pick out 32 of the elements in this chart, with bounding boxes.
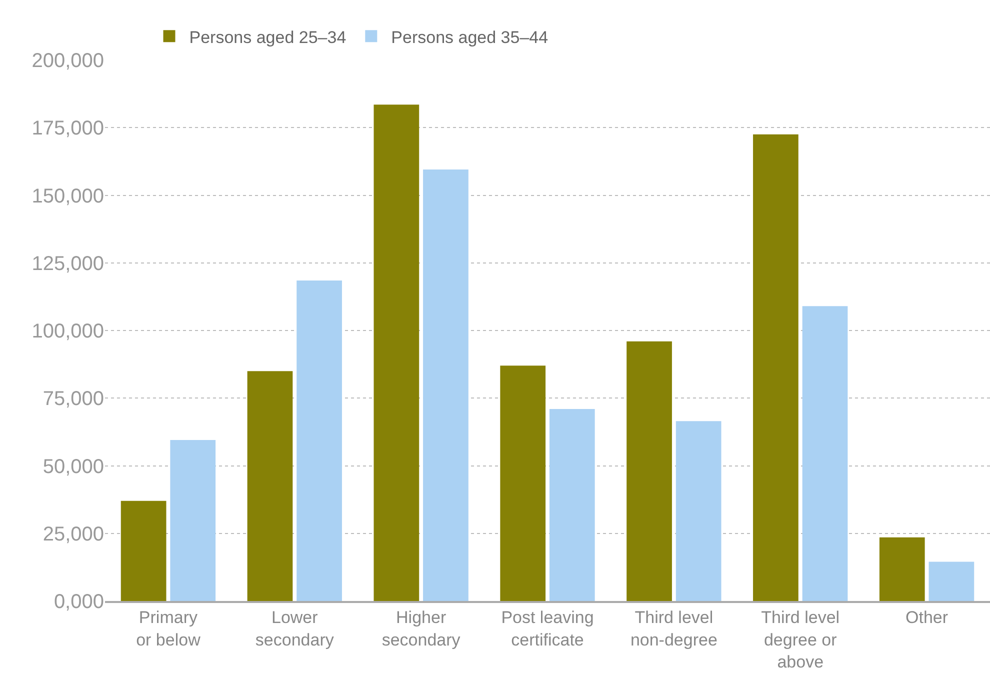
legend-label: Persons aged 35–44 <box>391 28 548 47</box>
bar <box>120 500 166 601</box>
bar <box>928 562 974 601</box>
y-tick-label: 0,000 <box>54 591 104 613</box>
y-tick-label: 75,000 <box>42 388 104 410</box>
bar <box>676 421 722 601</box>
bar <box>374 104 420 601</box>
y-tick-label: 100,000 <box>32 320 104 342</box>
bar <box>500 366 546 601</box>
bar <box>247 371 293 601</box>
x-tick-label: Other <box>906 608 948 628</box>
y-tick-label: 125,000 <box>32 252 104 275</box>
y-tick-label: 150,000 <box>32 185 104 208</box>
y-tick-label: 50,000 <box>42 456 104 478</box>
y-tick-label: 25,000 <box>42 523 104 546</box>
x-tick-label: Third level non-degree <box>630 608 718 650</box>
y-tick-label: 200,000 <box>32 50 104 72</box>
bar <box>753 134 798 601</box>
bar <box>423 170 468 601</box>
legend-label: Persons aged 25–34 <box>189 28 346 47</box>
x-tick-label: Higher secondary <box>382 608 461 650</box>
bar <box>549 408 595 601</box>
x-tick-label: Third level degree or above <box>761 608 840 672</box>
bar <box>802 306 848 601</box>
x-tick-label: Primary or below <box>136 608 202 650</box>
bar <box>626 341 672 601</box>
bar <box>879 537 925 601</box>
x-tick-label: Lower secondary <box>255 608 334 650</box>
bar <box>296 280 342 601</box>
bar <box>170 440 216 601</box>
y-tick-label: 175,000 <box>32 118 104 140</box>
x-tick-label: Post leaving certificate <box>501 608 594 650</box>
